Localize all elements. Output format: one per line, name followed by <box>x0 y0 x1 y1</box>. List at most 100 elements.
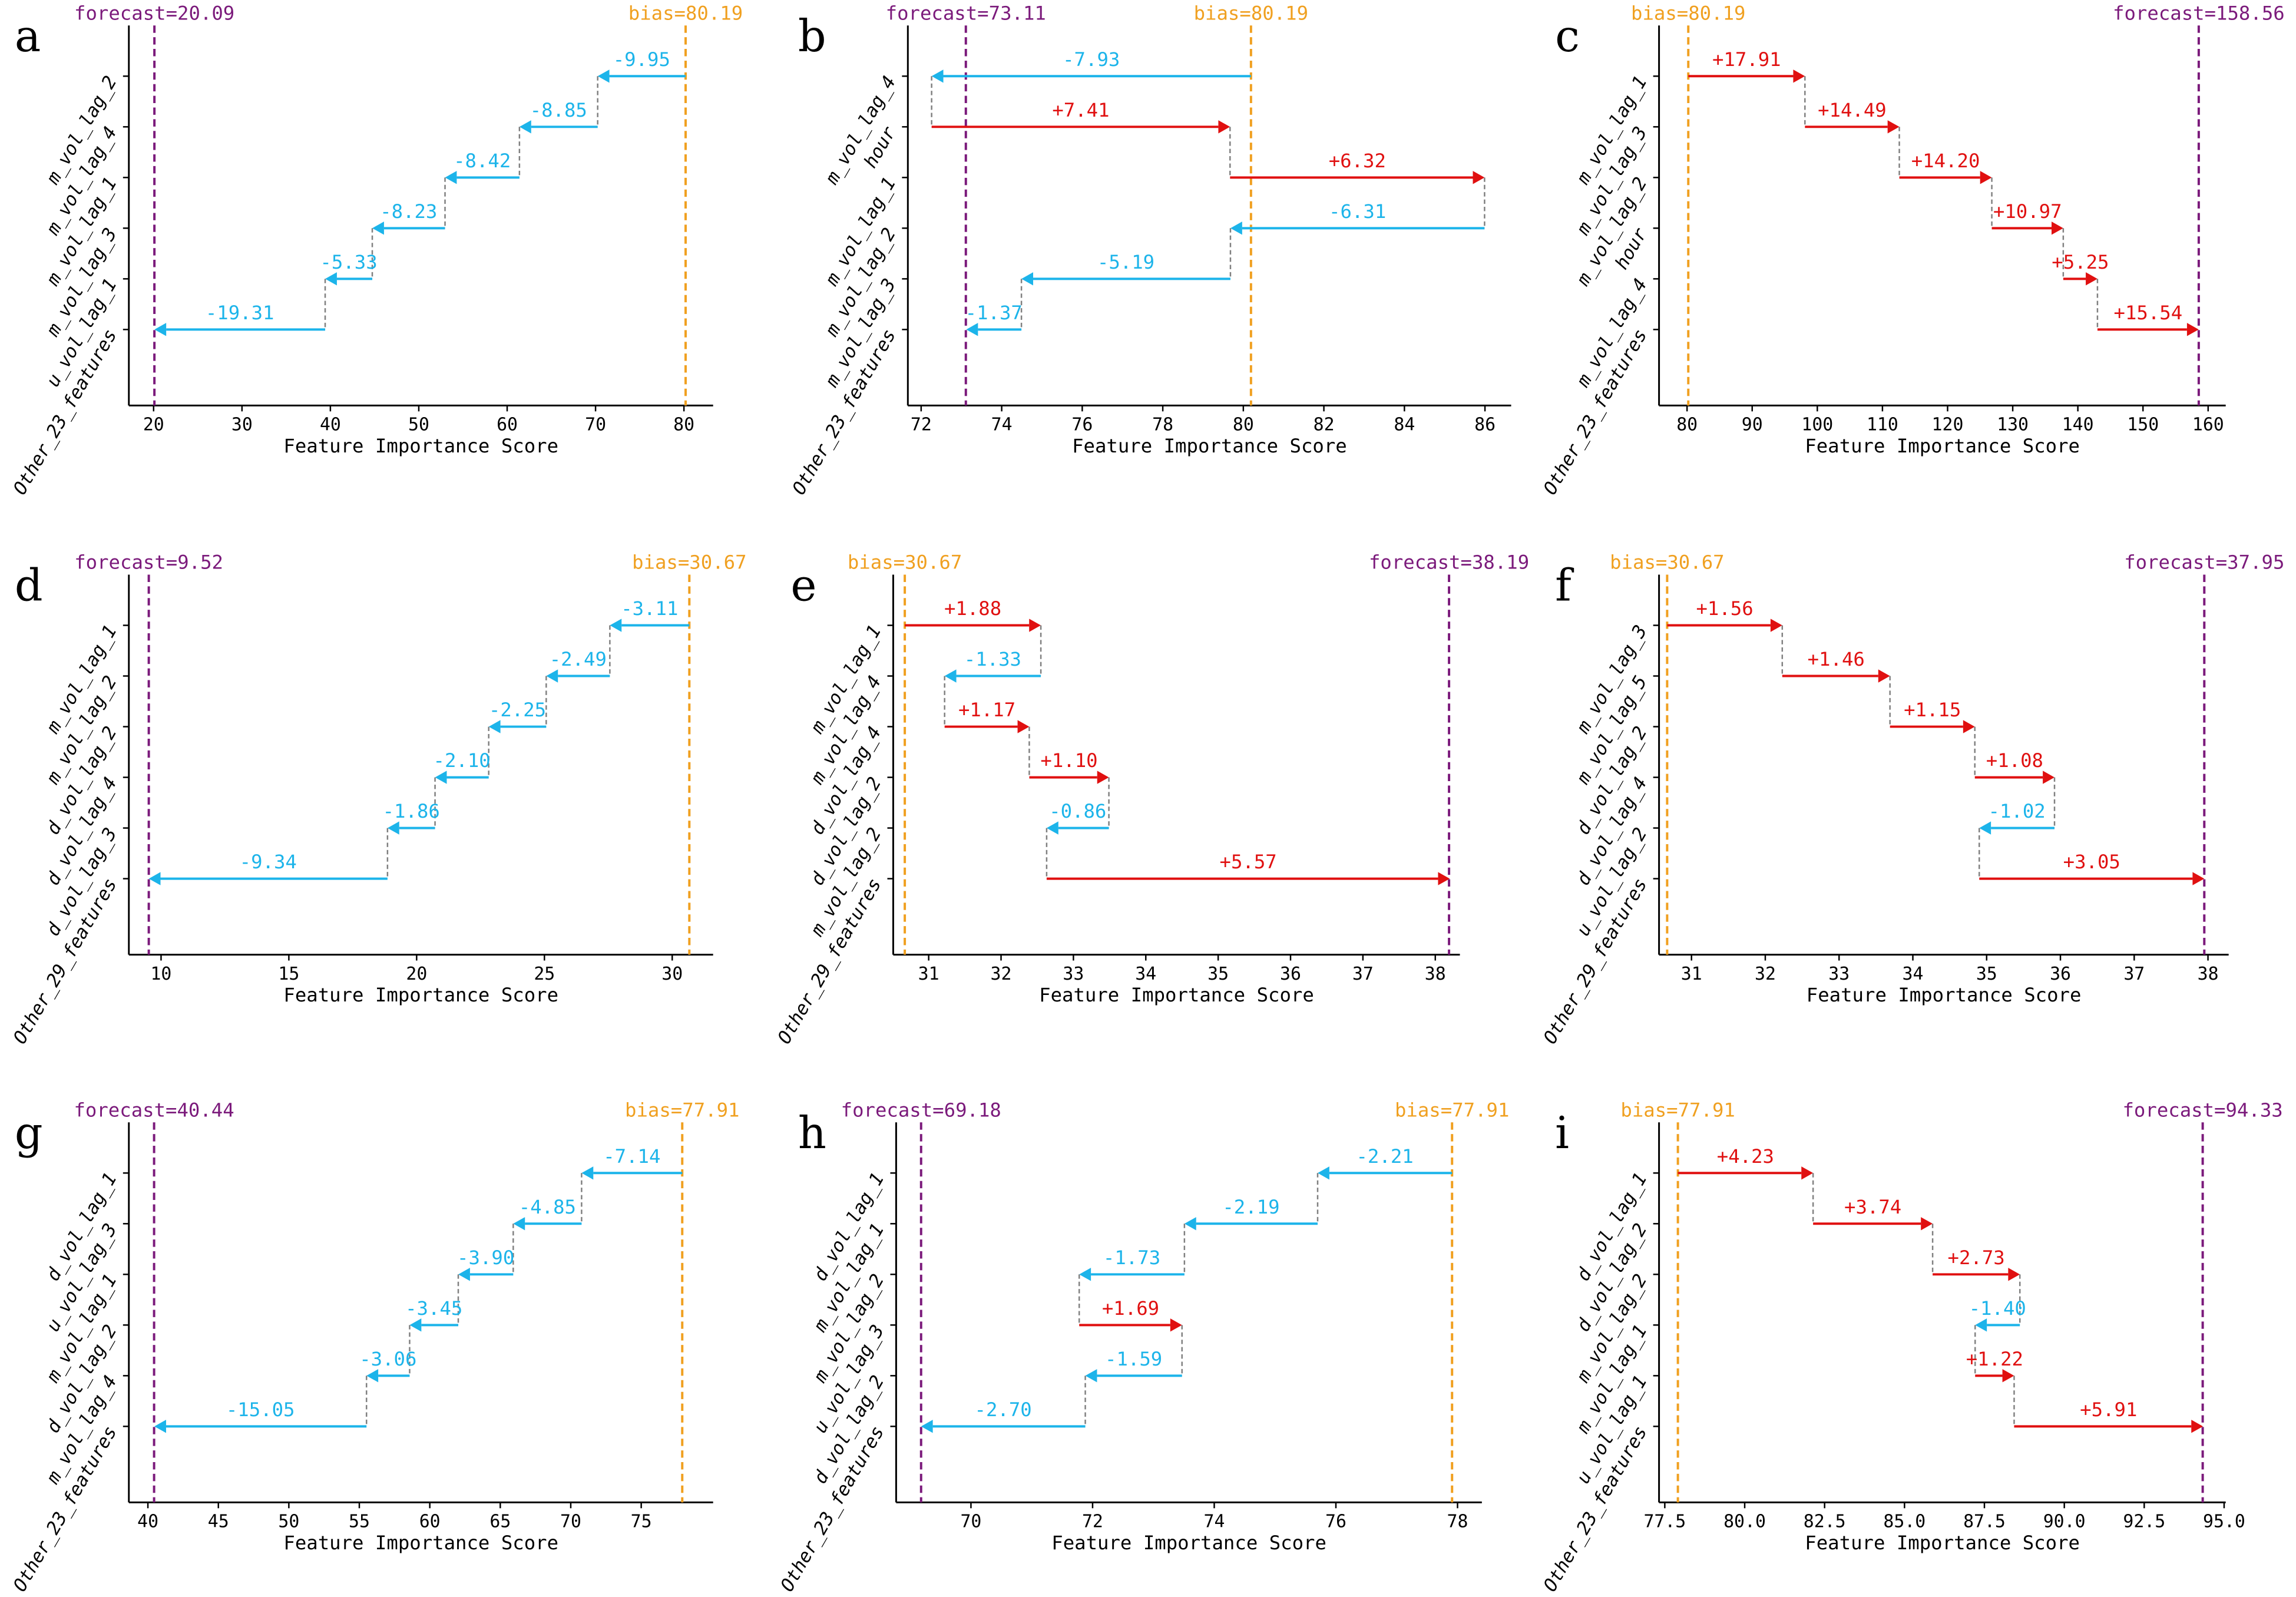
forecast-line-label: forecast=40.44 <box>74 1099 234 1121</box>
contribution-value-label: +1.22 <box>1966 1348 2023 1370</box>
x-tick-label: 86 <box>1474 415 1496 435</box>
contribution-arrow-head <box>1218 120 1230 134</box>
contribution-value-label: -1.86 <box>383 800 440 822</box>
contribution-value-label: +6.32 <box>1329 150 1386 172</box>
x-tick-label: 36 <box>2050 964 2071 984</box>
x-tick-label: 31 <box>1681 964 1702 984</box>
contribution-arrow-head <box>1230 221 1242 235</box>
contribution-arrow-head <box>966 323 978 336</box>
x-tick-label: 31 <box>918 964 939 984</box>
contribution-arrow-head <box>2186 323 2199 336</box>
forecast-line-label: forecast=158.56 <box>2113 2 2285 24</box>
contribution-value-label: +10.97 <box>1993 200 2062 223</box>
panel-letter: a <box>15 11 41 62</box>
contribution-arrow-head <box>1079 1268 1091 1281</box>
panel-e: e 31 32 33 34 35 36 37 38 Feature Importance Scor… <box>773 551 1529 1048</box>
contribution-arrow-head <box>519 120 531 134</box>
x-tick-label: 82.5 <box>1804 1512 1846 1532</box>
contribution-arrow-head <box>610 619 622 632</box>
contribution-arrow-head <box>445 171 457 184</box>
contribution-value-label: -5.33 <box>320 251 377 273</box>
x-tick-label: 90.0 <box>2043 1512 2086 1532</box>
contribution-value-label: +5.25 <box>2052 251 2109 273</box>
x-tick-label: 30 <box>231 415 253 435</box>
contribution-arrow-head <box>1170 1318 1182 1332</box>
contribution-arrow-head <box>2191 1420 2204 1433</box>
contribution-value-label: -1.73 <box>1103 1246 1160 1269</box>
x-tick-label: 100 <box>1801 415 1833 435</box>
x-tick-label: 32 <box>1755 964 1776 984</box>
contribution-arrow-head <box>921 1420 933 1433</box>
forecast-line-label: forecast=9.52 <box>74 551 223 574</box>
forecast-line-label: forecast=37.95 <box>2124 551 2284 574</box>
contribution-arrow-head <box>1975 1318 1987 1332</box>
contribution-arrow-head <box>325 272 337 286</box>
contribution-value-label: -1.33 <box>964 648 1021 670</box>
contribution-value-label: -7.14 <box>603 1145 660 1168</box>
contribution-value-label: -2.19 <box>1222 1196 1279 1218</box>
contribution-arrow-head <box>1878 669 1890 683</box>
x-tick-label: 72 <box>911 415 932 435</box>
contribution-arrow-head <box>1021 272 1033 286</box>
contribution-arrow-head <box>1017 720 1030 733</box>
contribution-value-label: -7.93 <box>1063 48 1120 71</box>
x-tick-label: 77.5 <box>1643 1512 1686 1532</box>
x-tick-label: 82 <box>1314 415 1335 435</box>
x-tick-label: 74 <box>991 415 1013 435</box>
contribution-value-label: -1.02 <box>1989 800 2046 822</box>
contribution-value-label: -8.42 <box>454 150 511 172</box>
contribution-value-label: +14.20 <box>1911 150 1980 172</box>
contribution-value-label: +3.74 <box>1844 1196 1901 1218</box>
panel-c: c 80 90 100 110 120 130 140 150 160 Feature Import… <box>1540 2 2285 498</box>
contribution-value-label: -3.06 <box>359 1348 416 1370</box>
contribution-arrow-head <box>2002 1369 2014 1383</box>
contribution-arrow-head <box>1085 1369 1097 1383</box>
contribution-arrow-head <box>2051 221 2063 235</box>
x-tick-label: 20 <box>143 415 164 435</box>
panel-letter: g <box>15 1107 43 1159</box>
x-tick-label: 25 <box>534 964 555 984</box>
contribution-value-label: -1.59 <box>1105 1348 1162 1370</box>
contribution-value-label: +1.46 <box>1808 648 1865 670</box>
contribution-arrow-head <box>513 1217 525 1231</box>
x-tick-label: 120 <box>1932 415 1964 435</box>
x-tick-label: 140 <box>2062 415 2094 435</box>
forecast-line-label: forecast=20.09 <box>74 2 234 24</box>
bias-line-label: bias=30.67 <box>632 551 746 574</box>
contribution-arrow-head <box>435 771 447 784</box>
panel-letter: e <box>790 560 816 611</box>
contribution-value-label: -1.37 <box>965 302 1023 324</box>
x-tick-label: 70 <box>585 415 606 435</box>
contribution-value-label: -15.05 <box>226 1398 295 1421</box>
contribution-value-label: +1.88 <box>944 597 1001 620</box>
x-tick-label: 37 <box>2123 964 2145 984</box>
x-tick-label: 55 <box>349 1512 370 1532</box>
contribution-value-label: -9.34 <box>240 851 297 873</box>
bias-line-label: bias=30.67 <box>1610 551 1724 574</box>
contribution-arrow-head <box>458 1268 470 1281</box>
contribution-arrow-head <box>148 872 161 885</box>
contribution-value-label: -6.31 <box>1329 200 1386 223</box>
contribution-value-label: +1.69 <box>1102 1297 1159 1320</box>
x-tick-label: 75 <box>631 1512 652 1532</box>
contribution-value-label: +1.10 <box>1040 749 1097 772</box>
contribution-value-label: +2.73 <box>1948 1246 2005 1269</box>
contribution-arrow-head <box>1980 171 1992 184</box>
contribution-arrow-head <box>1438 872 1450 885</box>
panel-letter: b <box>798 11 826 62</box>
bias-line-label: bias=80.19 <box>1194 2 1308 24</box>
contribution-arrow-head <box>1029 619 1041 632</box>
x-tick-label: 34 <box>1903 964 1924 984</box>
panel-i: i 77.5 80.0 82.5 85.0 87.5 90.0 92.5 95.0 Feature… <box>1540 1099 2283 1595</box>
contribution-value-label: +1.17 <box>958 699 1015 721</box>
x-tick-label: 84 <box>1394 415 1415 435</box>
contribution-arrow-head <box>2008 1268 2020 1281</box>
contribution-value-label: -3.11 <box>621 597 678 620</box>
contribution-arrow-head <box>1473 171 1485 184</box>
x-tick-label: 30 <box>661 964 683 984</box>
contribution-arrow-head <box>387 821 399 835</box>
contribution-arrow-head <box>2192 872 2205 885</box>
contribution-value-label: -4.85 <box>519 1196 576 1218</box>
